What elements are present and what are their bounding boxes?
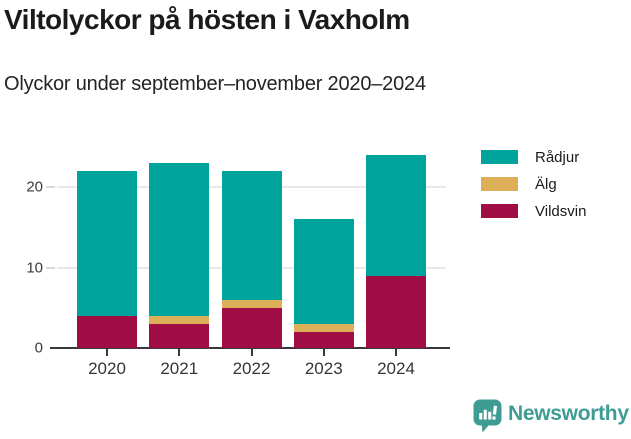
x-axis-label-2023: 2023: [304, 359, 343, 378]
bar-2024: [366, 154, 426, 348]
x-axis-label-2021: 2021: [160, 359, 199, 378]
legend-item-älg: Älg: [481, 175, 586, 193]
x-axis-tick-2022: [250, 349, 253, 356]
x-axis-label-2020: 2020: [88, 359, 126, 378]
bar-segment-älg-2021: [149, 315, 210, 324]
bar-segment-vildsvin-2021: [149, 323, 210, 348]
x-axis-tick-2021: [178, 349, 181, 356]
y-axis-label-20: 20: [26, 178, 43, 196]
newsworthy-wordmark: Newsworthy: [508, 402, 629, 425]
bar-segment-vildsvin-2023: [293, 331, 354, 348]
legend-label-älg: Älg: [535, 175, 557, 193]
bar-2022: [221, 170, 282, 348]
legend-item-rådjur: Rådjur: [481, 148, 586, 166]
legend-label-vildsvin: Vildsvin: [535, 202, 587, 220]
y-axis-label-10: 10: [26, 259, 43, 276]
legend-swatch-vildsvin: [481, 204, 518, 218]
y-axis: 0 10 20: [0, 140, 56, 357]
bar-segment-älg-2023: [293, 323, 354, 332]
x-axis-tick-2024: [395, 349, 397, 356]
x-axis-tick-2020: [106, 349, 108, 356]
bar-segment-rådjur-2023: [293, 219, 354, 324]
bar-segment-rådjur-2022: [221, 170, 282, 300]
bar-2021: [149, 162, 210, 348]
legend-swatch-rådjur: [481, 150, 518, 164]
newsworthy-brand-link[interactable]: Newsworthy: [473, 399, 629, 433]
legend: Rådjur Älg Vildsvin: [481, 148, 586, 229]
y-axis-tick-10: [46, 266, 55, 269]
bar-2023: [293, 219, 354, 348]
bar-segment-vildsvin-2024: [366, 275, 426, 348]
bar-segment-vildsvin-2022: [221, 307, 282, 348]
y-axis-tick-20: [46, 186, 55, 188]
x-axis-label-2024: 2024: [377, 359, 415, 378]
x-axis-tick-2023: [322, 349, 325, 356]
bar-segment-rådjur-2020: [77, 170, 137, 316]
legend-item-vildsvin: Vildsvin: [481, 202, 586, 220]
legend-swatch-älg: [481, 177, 518, 191]
bar-segment-rådjur-2024: [366, 154, 426, 276]
plot-area: [50, 140, 450, 349]
x-axis-label-2022: 2022: [232, 359, 271, 378]
bar-segment-vildsvin-2020: [77, 315, 137, 348]
x-axis: 2020 2021 2022 2023 2024: [57, 348, 446, 382]
bar-2020: [77, 170, 137, 348]
chart-title: Viltolyckor på hösten i Vaxholm: [4, 4, 410, 35]
legend-label-rådjur: Rådjur: [535, 148, 580, 166]
bar-segment-rådjur-2021: [149, 162, 210, 316]
x-axis-line: [50, 347, 450, 349]
chart-subtitle: Olyckor under september–november 2020–20…: [4, 73, 426, 95]
bar-segment-älg-2022: [221, 299, 282, 308]
newsworthy-logo-icon: [473, 399, 502, 433]
y-axis-label-0: 0: [34, 339, 43, 357]
